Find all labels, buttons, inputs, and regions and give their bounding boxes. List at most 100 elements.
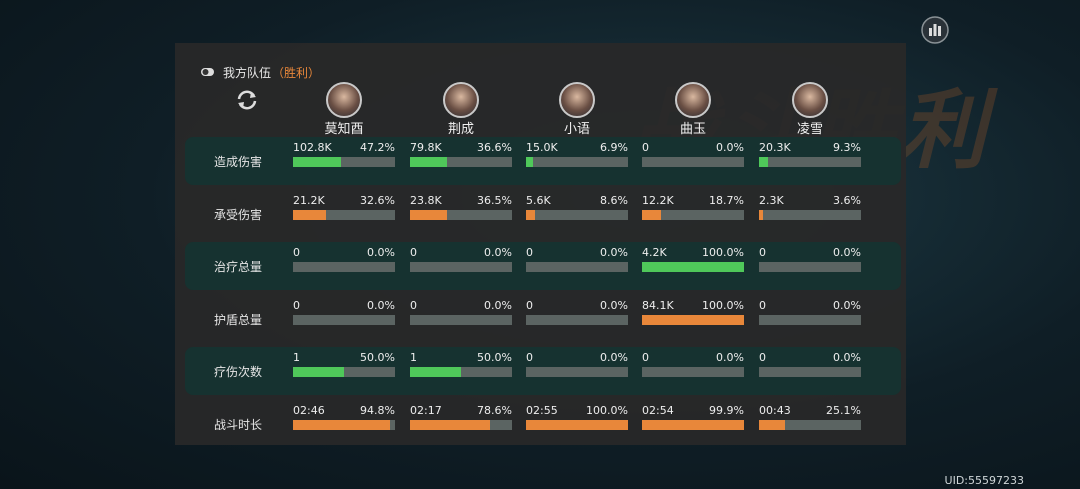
stat-value: 1 <box>410 351 417 364</box>
stat-percent: 0.0% <box>833 351 861 364</box>
bar-track <box>293 157 395 167</box>
stat-value: 23.8K <box>410 193 442 207</box>
stat-value: 00:43 <box>759 403 791 417</box>
bar-fill <box>526 157 534 167</box>
toggle-icon[interactable] <box>201 67 215 77</box>
bar-fill <box>410 209 448 220</box>
stat-value: 0 <box>293 246 300 259</box>
bar-fill <box>642 262 744 272</box>
bar-track <box>293 262 395 272</box>
stat-percent: 99.9% <box>709 403 744 417</box>
stat-value: 20.3K <box>759 141 791 154</box>
stat-percent: 6.9% <box>600 141 628 154</box>
uid: UID:55597233 <box>944 474 1024 487</box>
bar-track <box>642 157 744 167</box>
stat-percent: 0.0% <box>600 246 628 259</box>
player-name: 凌雪 <box>796 122 823 137</box>
bar-fill <box>526 419 628 430</box>
stat-percent: 32.6% <box>360 193 395 207</box>
stat-percent: 78.6% <box>477 403 512 417</box>
bar-fill <box>410 419 491 430</box>
stat-value: 0 <box>410 298 417 312</box>
player-name: 曲玉 <box>679 122 706 137</box>
stat-label: 疗伤次数 <box>213 365 262 379</box>
stat-value: 02:17 <box>410 403 442 417</box>
bar-fill <box>642 209 662 220</box>
bar-fill <box>293 157 342 167</box>
stat-value: 0 <box>293 298 300 312</box>
bar-track <box>526 157 628 167</box>
stat-value: 02:46 <box>293 403 325 417</box>
stat-percent: 36.6% <box>477 141 512 154</box>
stat-percent: 36.5% <box>477 193 512 207</box>
stat-percent: 18.7% <box>709 193 744 207</box>
stat-percent: 50.0% <box>360 351 395 364</box>
bar-track <box>526 367 628 377</box>
stat-value: 21.2K <box>293 193 325 207</box>
bar-track <box>526 419 628 430</box>
stat-value: 0 <box>410 246 417 259</box>
switch-button[interactable] <box>235 89 259 111</box>
bar-track <box>759 262 861 272</box>
avatar <box>559 82 595 118</box>
stats-button[interactable] <box>920 15 950 45</box>
player-name: 莫知酉 <box>324 122 364 137</box>
bar-fill <box>759 157 769 167</box>
stat-percent: 0.0% <box>600 298 628 312</box>
stat-percent: 100.0% <box>702 246 744 259</box>
bar-track <box>759 314 861 325</box>
avatar <box>326 82 362 118</box>
stat-value: 12.2K <box>642 193 674 207</box>
bar-track <box>410 419 512 430</box>
stat-value: 0 <box>642 351 649 364</box>
stat-value: 02:55 <box>526 403 558 417</box>
bar-fill <box>293 367 344 377</box>
stat-percent: 9.3% <box>833 141 861 154</box>
bar-track <box>642 209 744 220</box>
stat-percent: 0.0% <box>484 246 512 259</box>
stat-value: 0 <box>759 246 766 259</box>
stat-value: 102.8K <box>293 141 332 154</box>
bar-track <box>642 419 744 430</box>
bar-track <box>526 262 628 272</box>
bar-track <box>759 209 861 220</box>
stat-row: 疗伤次数 1 50.0% 1 50.0% 0 0.0% 0 0.0% 0 0.0% <box>185 347 901 395</box>
stat-value: 0 <box>759 298 766 312</box>
stat-percent: 0.0% <box>367 298 395 312</box>
bar-track <box>526 314 628 325</box>
bar-track <box>759 157 861 167</box>
bar-track <box>642 367 744 377</box>
stat-percent: 94.8% <box>360 403 395 417</box>
bar-track <box>410 262 512 272</box>
stat-label: 护盾总量 <box>213 312 262 327</box>
bar-track <box>410 314 512 325</box>
stat-percent: 100.0% <box>586 403 628 417</box>
stat-percent: 100.0% <box>702 298 744 312</box>
bar-fill <box>642 314 744 325</box>
avatar <box>675 82 711 118</box>
team-title: 我方队伍 <box>223 66 272 80</box>
stat-value: 02:54 <box>642 403 674 417</box>
player-name: 小语 <box>563 122 590 137</box>
bar-track <box>526 209 628 220</box>
stat-percent: 0.0% <box>600 351 628 364</box>
stat-value: 84.1K <box>642 298 674 312</box>
bar-fill <box>293 209 327 220</box>
stat-value: 0 <box>526 298 533 312</box>
bar-track <box>759 367 861 377</box>
stat-value: 15.0K <box>526 141 558 154</box>
bar-fill <box>642 419 744 430</box>
stat-percent: 8.6% <box>600 193 628 207</box>
stat-value: 0 <box>526 351 533 364</box>
stat-value: 79.8K <box>410 141 442 154</box>
bar-track <box>410 209 512 220</box>
stat-value: 0 <box>642 141 649 154</box>
stat-label: 承受伤害 <box>213 207 262 222</box>
stat-percent: 25.1% <box>826 403 861 417</box>
avatar <box>792 82 828 118</box>
stat-value: 0 <box>759 351 766 364</box>
stat-value: 4.2K <box>642 246 667 259</box>
bar-track <box>293 314 395 325</box>
stat-value: 5.6K <box>526 193 551 207</box>
stat-percent: 0.0% <box>484 298 512 312</box>
